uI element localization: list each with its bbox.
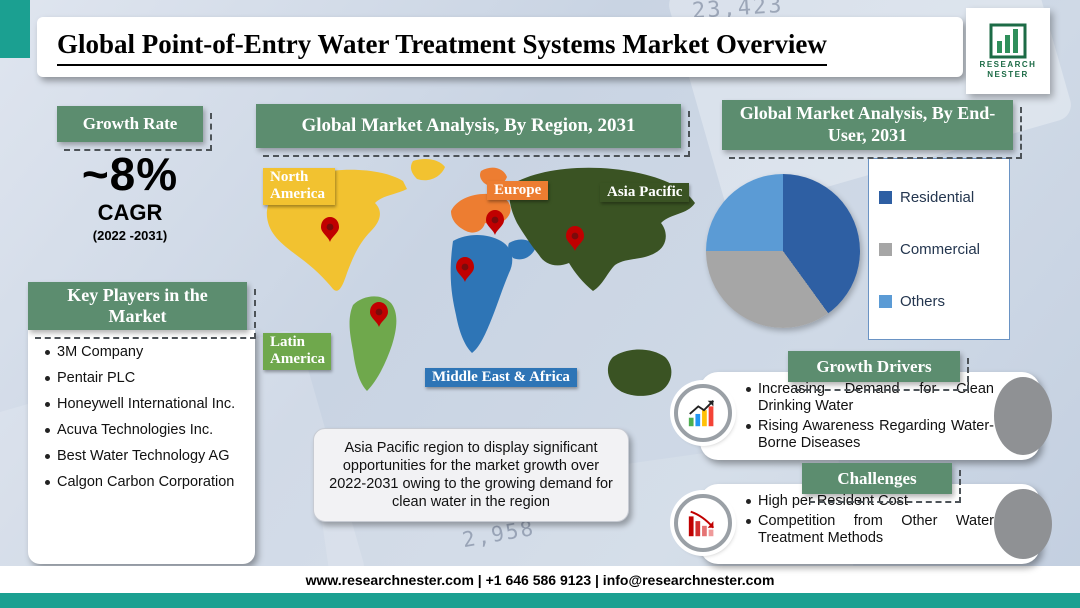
list-item: 3M Company [44, 341, 241, 363]
logo-name-line2: NESTER [987, 70, 1029, 79]
asia-pacific-note: Asia Pacific region to display significa… [313, 428, 629, 522]
map-pin-europe [486, 210, 504, 235]
decline-chart-icon [674, 494, 732, 552]
corner-accent [0, 0, 30, 58]
cagr-value: ~8% [81, 148, 179, 200]
list-item: Calgon Carbon Corporation [44, 471, 241, 493]
key-players-list: 3M Company Pentair PLC Honeywell Interna… [44, 341, 241, 493]
legend-swatch-others [879, 294, 892, 308]
challenges-list: High per Resident Cost Competition from … [700, 484, 1040, 556]
map-pin-africa [456, 257, 474, 282]
growth-rate-stats: ~8% CAGR (2022 -2031) [50, 148, 210, 244]
region-label-middle-east-africa: Middle East & Africa [425, 368, 577, 388]
map-pin-asia [566, 226, 584, 251]
legend-item-residential: Residential [879, 189, 999, 206]
map-middle-east [508, 239, 536, 260]
bullet-item: High per Resident Cost [746, 493, 994, 510]
list-item: Pentair PLC [44, 367, 241, 389]
legend-label: Commercial [900, 240, 981, 258]
map-australia [607, 349, 672, 396]
region-analysis-header: Global Market Analysis, By Region, 2031 [256, 104, 690, 157]
cagr-label: CAGR [97, 200, 163, 226]
bullet-item: Competition from Other Water Treatment M… [746, 513, 994, 547]
growth-chart-icon [674, 384, 732, 442]
cagr-period: (2022 -2031) [92, 228, 168, 244]
region-label-europe: Europe [487, 181, 549, 201]
legend-label: Residential [900, 188, 975, 206]
legend-swatch-residential [879, 190, 892, 204]
map-africa [450, 235, 513, 353]
bottom-accent-strip [0, 593, 1080, 608]
end-user-header: Global Market Analysis, By End-User, 203… [722, 100, 1022, 159]
bullet-item: Rising Awareness Regarding Water-Borne D… [746, 418, 994, 452]
region-label-north-america: North America [263, 168, 335, 205]
legend-item-others: Others [879, 293, 999, 310]
legend-item-commercial: Commercial [879, 241, 999, 258]
pie-chart [706, 174, 860, 328]
list-item: Honeywell International Inc. [44, 393, 241, 415]
pie-legend: Residential Commercial Others [868, 158, 1010, 340]
page-title: Global Point-of-Entry Water Treatment Sy… [57, 29, 827, 66]
map-greenland [410, 159, 445, 181]
list-item: Acuva Technologies Inc. [44, 419, 241, 441]
list-item: Best Water Technology AG [44, 445, 241, 467]
map-south-america [349, 296, 397, 391]
region-label-latin-america: Latin America [263, 333, 331, 370]
footer-contact-text: www.researchnester.com | +1 646 586 9123… [305, 571, 775, 588]
brand-logo: RESEARCH NESTER [966, 8, 1050, 94]
growth-drivers-list: Increasing Demand for Clean Drinking Wat… [700, 372, 1040, 461]
world-map: North America Europe Asia Pacific Latin … [255, 155, 705, 431]
title-banner: Global Point-of-Entry Water Treatment Sy… [37, 17, 963, 77]
legend-swatch-commercial [879, 242, 892, 256]
growth-drivers-panel: Increasing Demand for Clean Drinking Wat… [700, 372, 1052, 461]
challenges-header: Challenges [802, 463, 961, 503]
map-pin-latin-america [370, 302, 388, 327]
map-pin-north-america [321, 217, 339, 242]
key-players-panel: 3M Company Pentair PLC Honeywell Interna… [28, 330, 255, 564]
note-text: Asia Pacific region to display significa… [329, 439, 613, 511]
key-players-header: Key Players in the Market [28, 282, 256, 339]
challenges-panel: High per Resident Cost Competition from … [700, 484, 1052, 564]
growth-rate-header: Growth Rate [57, 106, 212, 151]
region-label-asia-pacific: Asia Pacific [600, 183, 690, 203]
footer: www.researchnester.com | +1 646 586 9123… [0, 566, 1080, 593]
legend-label: Others [900, 292, 946, 310]
bullet-item: Increasing Demand for Clean Drinking Wat… [746, 381, 994, 415]
growth-drivers-header: Growth Drivers [788, 351, 969, 391]
bar-chart-logo-icon [989, 23, 1027, 59]
logo-name-line1: RESEARCH [979, 59, 1037, 69]
